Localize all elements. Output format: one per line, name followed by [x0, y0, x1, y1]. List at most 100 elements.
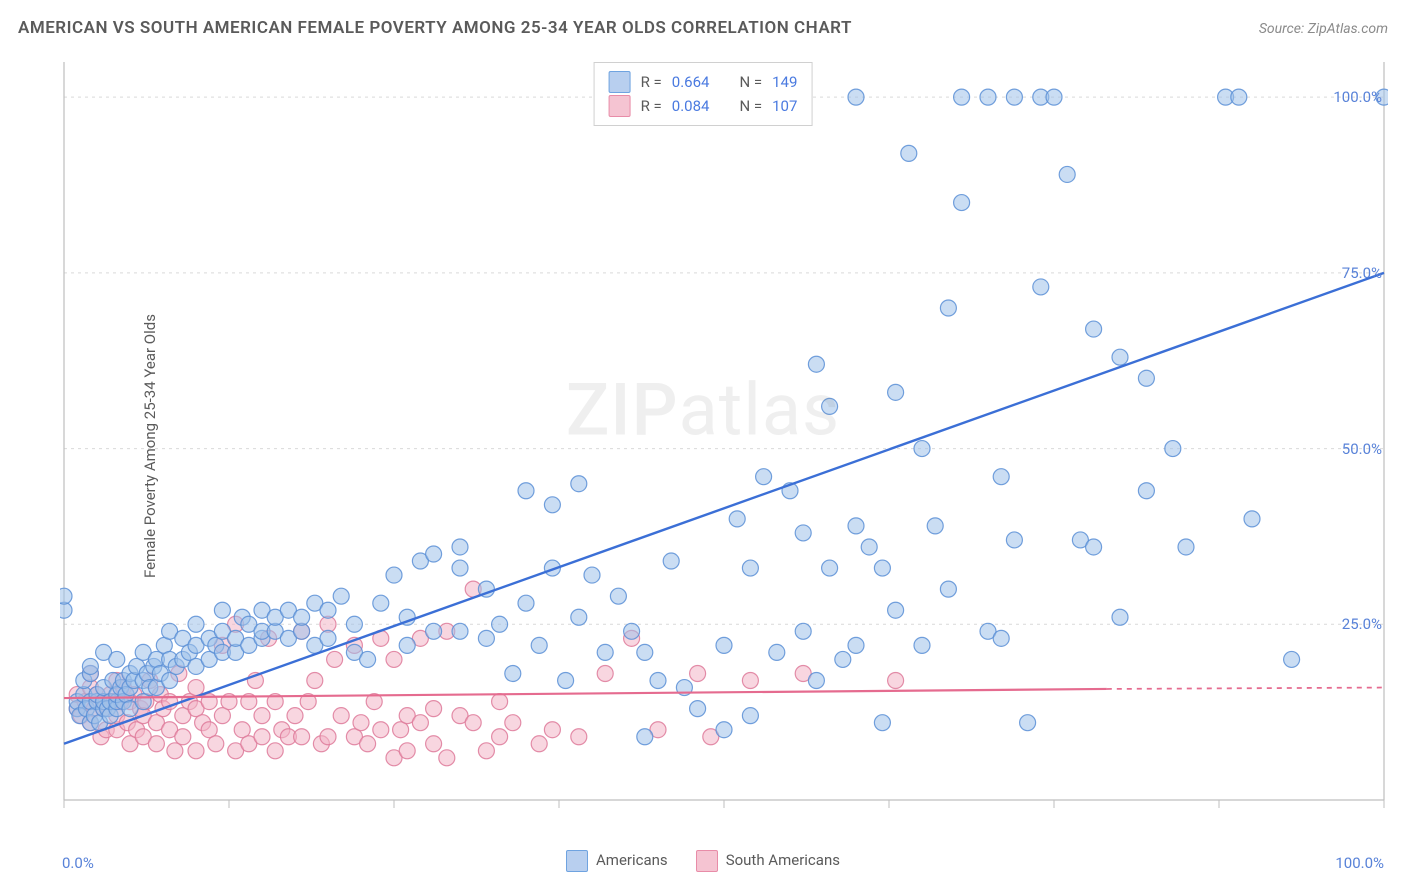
data-point: [1138, 370, 1154, 386]
legend-swatch: [609, 95, 631, 117]
data-point: [954, 89, 970, 105]
data-point: [1178, 539, 1194, 555]
n-value: 149: [772, 73, 797, 91]
data-point: [373, 595, 389, 611]
data-point: [294, 729, 310, 745]
data-point: [82, 658, 98, 674]
data-point: [531, 736, 547, 752]
data-point: [914, 637, 930, 653]
data-point: [716, 637, 732, 653]
data-point: [584, 567, 600, 583]
data-point: [914, 441, 930, 457]
data-point: [505, 715, 521, 731]
data-point: [1033, 279, 1049, 295]
data-point: [346, 616, 362, 632]
correlation-legend: R = 0.664 N = 149 R = 0.084 N = 107: [594, 62, 813, 126]
data-point: [478, 743, 494, 759]
correlation-legend-row: R = 0.084 N = 107: [609, 95, 798, 117]
data-point: [888, 384, 904, 400]
data-point: [360, 736, 376, 752]
n-label: N =: [739, 97, 762, 115]
data-point: [927, 518, 943, 534]
data-point: [940, 300, 956, 316]
data-point: [426, 546, 442, 562]
n-label: N =: [739, 73, 762, 91]
data-point: [188, 616, 204, 632]
trend-line: [64, 273, 1384, 744]
data-point: [993, 630, 1009, 646]
data-point: [874, 560, 890, 576]
data-point: [690, 665, 706, 681]
r-label: R =: [641, 97, 662, 115]
legend-swatch: [696, 850, 718, 872]
data-point: [518, 595, 534, 611]
data-point: [1046, 89, 1062, 105]
legend-swatch: [566, 850, 588, 872]
data-point: [663, 553, 679, 569]
data-point: [1165, 441, 1181, 457]
data-point: [1059, 166, 1075, 182]
data-point: [940, 581, 956, 597]
data-point: [386, 651, 402, 667]
data-point: [439, 750, 455, 766]
data-point: [60, 602, 72, 618]
data-point: [888, 602, 904, 618]
data-point: [874, 715, 890, 731]
data-point: [386, 567, 402, 583]
data-point: [188, 680, 204, 696]
data-point: [531, 637, 547, 653]
r-label: R =: [641, 73, 662, 91]
y-tick-label: 50.0%: [1342, 440, 1382, 458]
data-point: [597, 665, 613, 681]
data-point: [214, 602, 230, 618]
data-point: [795, 525, 811, 541]
data-point: [610, 588, 626, 604]
chart-header: AMERICAN VS SOUTH AMERICAN FEMALE POVERT…: [18, 18, 1388, 38]
data-point: [320, 729, 336, 745]
r-value: 0.664: [672, 73, 710, 91]
data-point: [333, 708, 349, 724]
data-point: [426, 623, 442, 639]
trend-line: [64, 689, 1107, 698]
r-value: 0.084: [672, 97, 710, 115]
data-point: [148, 736, 164, 752]
legend-label: Americans: [596, 851, 668, 869]
data-point: [465, 715, 481, 731]
data-point: [399, 743, 415, 759]
data-point: [492, 694, 508, 710]
data-point: [716, 722, 732, 738]
data-point: [327, 651, 343, 667]
y-tick-label: 25.0%: [1342, 615, 1382, 633]
legend-item: South Americans: [696, 850, 840, 872]
data-point: [558, 673, 574, 689]
data-point: [1086, 539, 1102, 555]
data-point: [60, 588, 72, 604]
data-point: [1086, 321, 1102, 337]
data-point: [769, 644, 785, 660]
x-axis-max-label: 100.0%: [1335, 854, 1384, 872]
data-point: [742, 673, 758, 689]
data-point: [808, 673, 824, 689]
data-point: [1112, 349, 1128, 365]
source-name: ZipAtlas.com: [1308, 21, 1388, 37]
source-attribution: Source: ZipAtlas.com: [1259, 21, 1388, 37]
source-label: Source:: [1259, 21, 1304, 37]
data-point: [597, 644, 613, 660]
data-point: [505, 665, 521, 681]
data-point: [208, 736, 224, 752]
data-point: [835, 651, 851, 667]
data-point: [320, 630, 336, 646]
data-point: [650, 673, 666, 689]
data-point: [294, 609, 310, 625]
data-point: [822, 560, 838, 576]
data-point: [729, 511, 745, 527]
data-point: [452, 539, 468, 555]
data-point: [1020, 715, 1036, 731]
data-point: [571, 476, 587, 492]
data-point: [373, 722, 389, 738]
data-point: [109, 651, 125, 667]
data-point: [848, 89, 864, 105]
data-point: [690, 701, 706, 717]
legend-label: South Americans: [726, 851, 840, 869]
data-point: [544, 497, 560, 513]
